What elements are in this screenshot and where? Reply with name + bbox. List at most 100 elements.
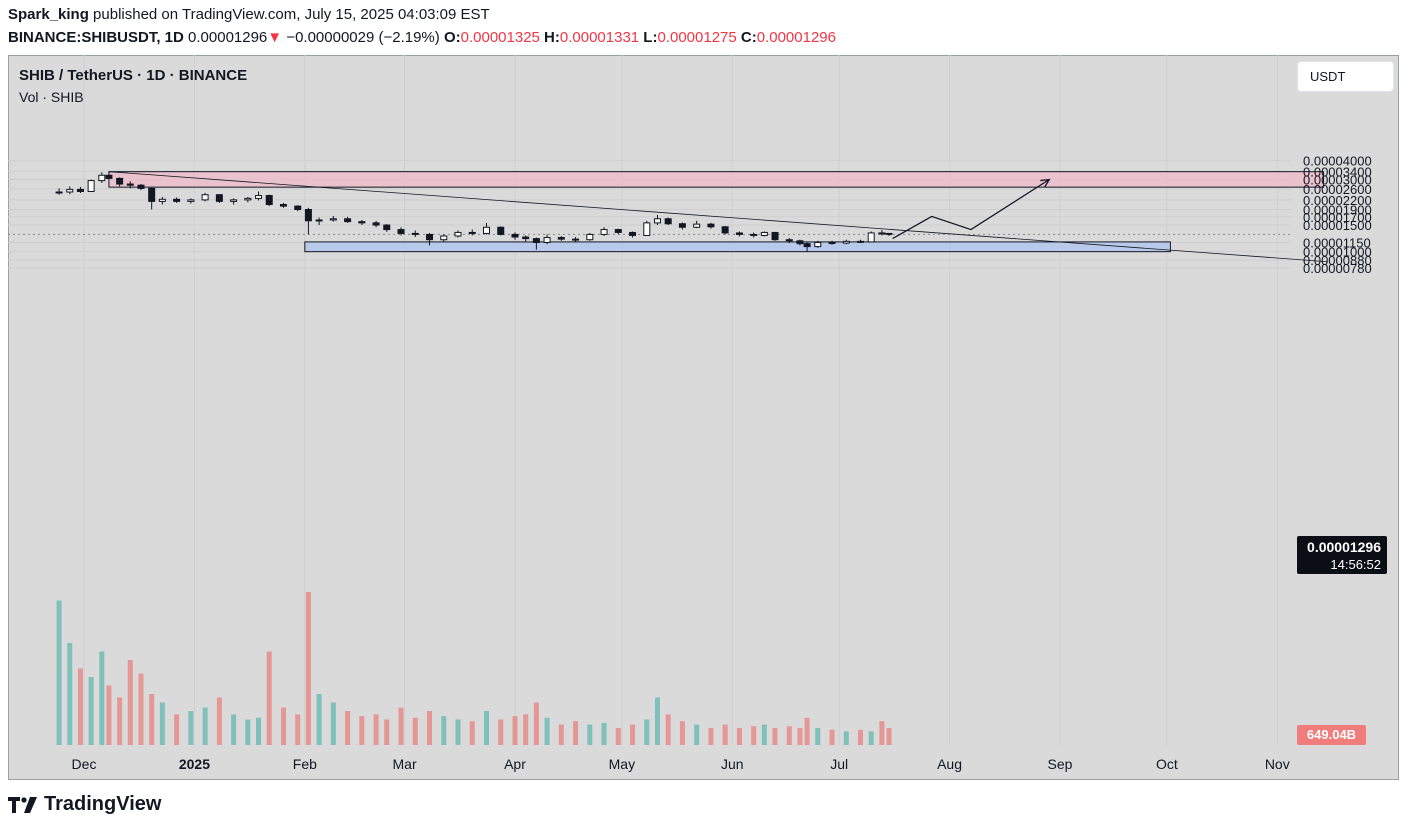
volume-bar — [573, 721, 579, 745]
open-value: 0.00001325 — [460, 29, 540, 46]
candle-body — [557, 237, 565, 240]
projection-path — [892, 178, 1050, 240]
candle-body — [126, 183, 134, 186]
candle-body — [372, 222, 380, 226]
open-label: O: — [443, 29, 461, 46]
volume-bar — [106, 685, 112, 745]
volume-bar — [441, 716, 447, 745]
candle-body — [572, 238, 580, 241]
price-tick-label: 0.00002200 — [1303, 193, 1372, 208]
price-tick-label: 0.00002600 — [1303, 182, 1372, 197]
volume-bar — [694, 724, 700, 745]
time-tick-label: May — [609, 756, 635, 772]
volume-bar — [245, 719, 251, 745]
volume-bar — [797, 728, 803, 745]
volume-bar — [772, 728, 778, 745]
price-tick-label: 0.00000780 — [1303, 261, 1372, 276]
volume-bar — [512, 716, 518, 745]
candle-body — [678, 223, 686, 228]
volume-bar — [345, 711, 351, 745]
volume-bar — [469, 721, 475, 745]
price-tick-label: 0.00001700 — [1303, 210, 1372, 225]
volume-bar — [373, 714, 379, 745]
candle-body — [707, 223, 715, 228]
candle-body — [532, 238, 540, 243]
candle-body — [842, 240, 850, 244]
time-axis: Dec 2025 Feb Mar Apr May Jun Jul Aug Sep Oct Nov — [72, 756, 1290, 772]
volume-tag: 649.04B — [1297, 725, 1366, 745]
candle-body — [230, 199, 238, 202]
candle-body — [76, 188, 84, 192]
volume-bar — [455, 719, 461, 745]
time-tick-label: Jul — [830, 756, 848, 772]
candle-body — [244, 197, 252, 201]
price-tick-label: 0.00001900 — [1303, 203, 1372, 218]
last-price-label: 0.00001296 — [1307, 539, 1381, 555]
close-label: C: — [740, 29, 757, 46]
candle-body — [158, 198, 166, 202]
zones — [108, 171, 1325, 253]
volume-bar — [266, 651, 272, 745]
candle-body — [857, 240, 865, 243]
symbol-legend[interactable]: SHIB / TetherUS · 1D · BINANCE — [19, 67, 248, 84]
volume-bar — [359, 716, 365, 745]
volume-bar — [815, 728, 821, 745]
price-tick-label: 0.00003400 — [1303, 164, 1372, 179]
low-label: L: — [643, 29, 658, 46]
candle-body — [98, 174, 106, 182]
volume-bar — [523, 714, 529, 745]
candle-body — [116, 177, 124, 185]
price-chart[interactable]: 0.000040000.000034000.000030000.00002600… — [8, 55, 1399, 780]
candle-body — [397, 229, 405, 234]
close-value: 0.00001296 — [756, 29, 836, 46]
candle-body — [55, 191, 63, 194]
volume-bar — [188, 711, 194, 745]
time-tick-label: Oct — [1156, 756, 1178, 772]
candle-body — [173, 198, 181, 202]
arrow-head-icon — [1040, 178, 1051, 188]
tradingview-logo[interactable]: TradingView — [8, 793, 161, 816]
volume-bar — [708, 728, 714, 745]
volume-bar — [174, 714, 180, 745]
volume-bar — [295, 714, 301, 745]
volume-bar — [630, 724, 636, 745]
time-tick-label: Nov — [1265, 756, 1290, 772]
candle-body — [468, 231, 476, 234]
candle-body — [411, 232, 419, 235]
currency-button[interactable]: USDT — [1297, 61, 1394, 92]
author-name[interactable]: Spark_king — [8, 6, 89, 23]
candle-body — [148, 187, 156, 202]
volume-bar — [751, 726, 757, 745]
grid — [8, 55, 1291, 745]
candles — [55, 171, 893, 252]
volume-bar — [804, 717, 810, 745]
last-price: 0.00001296 — [188, 29, 268, 46]
candle-body — [454, 231, 462, 237]
price-tick-label: 0.00000880 — [1303, 253, 1372, 268]
candle-body — [643, 222, 651, 236]
price-axis: 0.000040000.000034000.000030000.00002600… — [1303, 154, 1372, 276]
volume-bar — [99, 651, 105, 745]
candle-body — [653, 218, 661, 224]
price-tick-label: 0.00003000 — [1303, 172, 1372, 187]
volume-bar — [280, 707, 286, 745]
candle-body — [255, 195, 263, 199]
volume-bar — [159, 702, 165, 745]
brand-name: TradingView — [44, 793, 162, 815]
volume-bar — [533, 702, 539, 745]
candle-body — [497, 226, 505, 235]
candle-body — [201, 194, 209, 201]
volume-bar — [858, 729, 864, 745]
candle-body — [771, 231, 779, 241]
volume-bar — [868, 731, 874, 745]
candle-body — [358, 221, 366, 224]
volume-bar — [679, 721, 685, 745]
down-arrow-icon: ▼ — [267, 29, 283, 46]
price-change: −0.00000029 (−2.19%) — [286, 29, 440, 46]
price-tick-label: 0.00004000 — [1303, 154, 1372, 169]
volume-legend[interactable]: Vol · SHIB — [19, 89, 84, 105]
candle-body — [105, 174, 113, 179]
price-tick-label: 0.00001000 — [1303, 245, 1372, 260]
time-tick-label: 2025 — [179, 756, 210, 772]
volume-bar — [886, 728, 892, 745]
